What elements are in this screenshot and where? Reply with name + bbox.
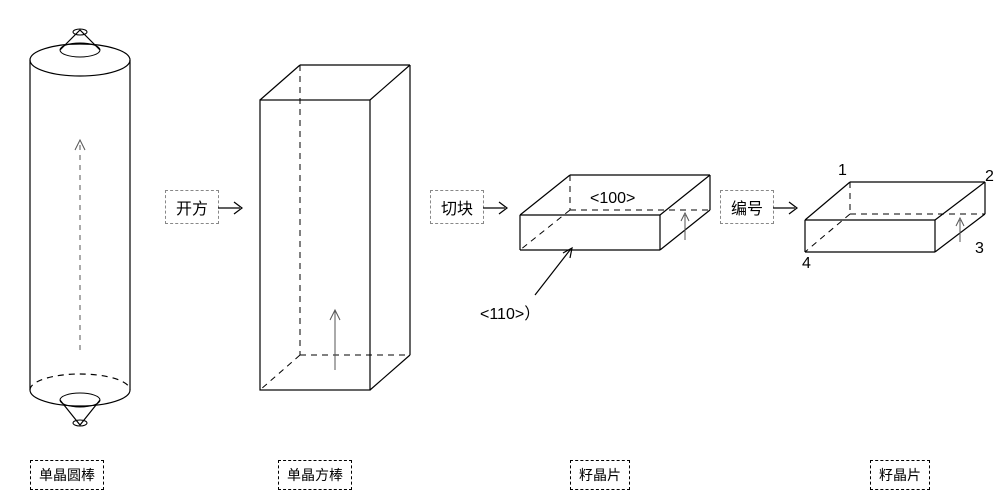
label-seed-chip-1-text: 籽晶片 — [579, 467, 621, 483]
label-square-rod: 单晶方棒 — [278, 460, 352, 490]
step-square-cut: 开方 — [165, 190, 219, 224]
plane-side-label: <110>） — [480, 300, 540, 324]
corner-1: 1 — [838, 162, 847, 180]
step-number: 编号 — [720, 190, 774, 224]
label-seed-chip-1: 籽晶片 — [570, 460, 630, 490]
label-round-rod: 单晶圆棒 — [30, 460, 104, 490]
corner-3: 3 — [975, 240, 984, 258]
label-square-rod-text: 单晶方棒 — [287, 467, 343, 483]
arrow-1 — [218, 198, 248, 218]
label-seed-chip-2-text: 籽晶片 — [879, 467, 921, 483]
plane-top-label: <100> — [590, 190, 635, 208]
corner-4: 4 — [802, 255, 811, 273]
step-slice: 切块 — [430, 190, 484, 224]
label-round-rod-text: 单晶圆棒 — [39, 467, 95, 483]
step-number-label: 编号 — [731, 201, 763, 218]
step-slice-label: 切块 — [441, 201, 473, 218]
step-square-cut-label: 开方 — [176, 201, 208, 218]
corner-2: 2 — [985, 168, 994, 186]
seed-chip-2-shape — [790, 160, 1000, 290]
label-seed-chip-2: 籽晶片 — [870, 460, 930, 490]
round-rod-shape — [15, 20, 145, 440]
diagram-stage: 开方 切块 — [0, 0, 1000, 502]
square-rod-shape — [250, 50, 420, 410]
